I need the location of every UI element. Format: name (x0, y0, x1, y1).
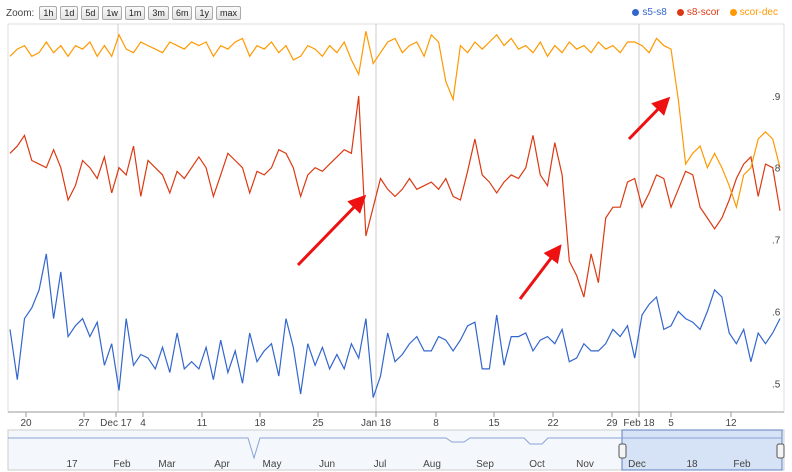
legend-item-scor-dec[interactable]: scor-dec (729, 7, 778, 18)
y-tick-label: .9 (772, 92, 781, 103)
zoom-1d-button[interactable]: 1d (60, 6, 79, 20)
navigator-right-handle[interactable] (776, 443, 785, 459)
legend-label-s5-s8: s5-s8 (642, 7, 667, 18)
series-line-scor-dec (9, 31, 781, 210)
navigator-overview-line (8, 437, 782, 460)
x-tick-label: 12 (725, 418, 737, 429)
x-tick-label: Jan 18 (361, 418, 391, 429)
navigator-label: Aug (423, 459, 441, 470)
zoom-toolbar: Zoom: 1h 1d 5d 1w 1m 3m 6m 1y max (6, 6, 241, 20)
annotation-arrow-0 (296, 194, 367, 267)
navigator-left-handle[interactable] (618, 443, 627, 459)
y-tick-label: .8 (772, 164, 781, 175)
navigator-label: Oct (529, 459, 545, 470)
navigator-label: Mar (158, 459, 176, 470)
x-tick-label: 8 (433, 418, 439, 429)
chart-legend: s5-s8 s8-scor scor-dec (632, 7, 778, 18)
navigator-label: May (263, 459, 282, 470)
legend-label-s8-scor: s8-scor (686, 7, 720, 18)
navigator-selected-range (621, 429, 783, 471)
navigator-label: 17 (66, 459, 78, 470)
x-tick-label: 27 (78, 418, 90, 429)
navigator-label: Nov (576, 459, 594, 470)
legend-swatch-s5-s8 (632, 9, 640, 16)
zoom-label: Zoom: (6, 7, 35, 19)
annotation-arrow-2 (627, 96, 671, 141)
navigator-label: Sep (476, 459, 494, 470)
x-tick-label: Feb 18 (623, 418, 655, 429)
x-tick-label: 22 (547, 418, 559, 429)
x-tick-label: 5 (668, 418, 674, 429)
zoom-max-button[interactable]: max (215, 6, 241, 20)
x-tick-label: 4 (140, 418, 146, 429)
zoom-5d-button[interactable]: 5d (81, 6, 100, 20)
x-tick-label: 25 (312, 418, 324, 429)
legend-item-s5-s8[interactable]: s5-s8 (632, 7, 667, 18)
zoom-6m-button[interactable]: 6m (171, 6, 193, 20)
y-tick-label: .6 (772, 307, 781, 318)
navigator-label: Apr (214, 459, 230, 470)
x-tick-label: 11 (197, 418, 208, 429)
zoom-3m-button[interactable]: 3m (148, 6, 169, 20)
legend-swatch-scor-dec (729, 9, 737, 16)
series-line-s8-scor (9, 95, 781, 298)
zoom-1w-button[interactable]: 1w (102, 6, 122, 20)
navigator-label: Jun (319, 459, 335, 470)
zoom-1h-button[interactable]: 1h (39, 6, 58, 20)
navigator-label: 18 (686, 459, 698, 470)
zoom-1m-button[interactable]: 1m (124, 6, 146, 20)
x-tick-label: 15 (488, 418, 500, 429)
zoom-1y-button[interactable]: 1y (195, 6, 213, 20)
series-line-s5-s8 (9, 253, 781, 398)
annotation-arrow-1 (518, 244, 562, 300)
plot-frame (7, 23, 785, 413)
x-tick-label: 18 (254, 418, 266, 429)
legend-swatch-s8-scor (676, 9, 684, 16)
x-tick-label: 29 (606, 418, 618, 429)
navigator-label: Jul (374, 459, 387, 470)
legend-item-s8-scor[interactable]: s8-scor (676, 7, 720, 18)
x-tick-label: 20 (20, 418, 32, 429)
navigator-label: Feb (733, 459, 751, 470)
y-tick-label: .5 (772, 379, 781, 390)
legend-label-scor-dec: scor-dec (739, 7, 778, 18)
navigator-label: Feb (113, 459, 131, 470)
x-tick-label: Dec 17 (100, 418, 132, 429)
navigator-label: Dec (628, 459, 646, 470)
y-tick-label: .7 (772, 236, 781, 247)
